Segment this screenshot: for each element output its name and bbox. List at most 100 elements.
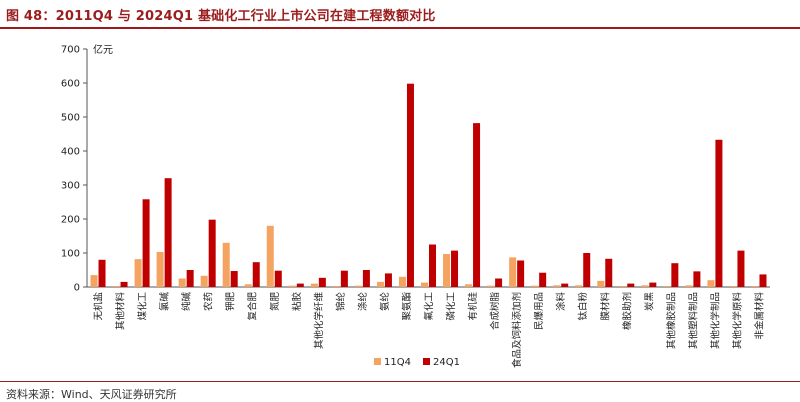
y-tick-label: 300 <box>61 181 80 192</box>
bar-24q1 <box>142 199 150 287</box>
category-label: 氮肥 <box>269 292 281 312</box>
bar-11q4 <box>222 242 230 287</box>
bar-11q4 <box>90 275 98 287</box>
bar-24q1 <box>715 139 723 287</box>
bar-11q4 <box>751 285 759 287</box>
legend-label-11q4: 11Q4 <box>384 357 411 368</box>
bar-11q4 <box>553 285 561 287</box>
category-label: 炭黑 <box>644 292 655 312</box>
legend-label-24q1: 24Q1 <box>433 357 460 368</box>
bar-24q1 <box>583 253 591 287</box>
bar-24q1 <box>671 263 679 287</box>
legend-swatch-24q1 <box>423 358 430 365</box>
category-label: 氯碱 <box>159 292 171 312</box>
bar-24q1 <box>340 270 348 287</box>
y-unit-label: 亿元 <box>93 43 113 56</box>
figure-title: 图 48：2011Q4 与 2024Q1 基础化工行业上市公司在建工程数额对比 <box>6 9 436 24</box>
bar-24q1 <box>759 274 767 287</box>
bar-24q1 <box>429 244 436 287</box>
bar-11q4 <box>641 285 649 287</box>
category-label: 锦纶 <box>335 292 347 312</box>
category-label: 其他材料 <box>115 292 127 331</box>
bar-11q4 <box>663 285 671 287</box>
bar-11q4 <box>354 285 362 287</box>
y-tick-label: 0 <box>74 283 80 294</box>
category-label: 无机盐 <box>93 292 105 321</box>
y-tick-label: 700 <box>61 45 80 56</box>
bar-11q4 <box>134 259 142 287</box>
bar-11q4 <box>531 285 539 287</box>
category-label: 涤纶 <box>357 292 369 312</box>
bar-11q4 <box>310 283 318 287</box>
y-tick-label: 200 <box>61 215 80 226</box>
legend-swatch-11q4 <box>374 358 381 365</box>
bar-24q1 <box>120 281 128 287</box>
category-label: 煤化工 <box>137 292 149 321</box>
y-tick-label: 100 <box>61 249 80 260</box>
y-tick-label: 600 <box>61 79 80 90</box>
bar-11q4 <box>443 254 451 287</box>
bar-24q1 <box>296 283 304 287</box>
bar-11q4 <box>332 285 340 287</box>
category-label: 其他橡胶制品 <box>665 292 677 349</box>
category-label: 粘胶 <box>291 292 303 312</box>
category-label: 民爆用品 <box>533 292 545 330</box>
bar-11q4 <box>707 280 715 287</box>
category-label: 磷化工 <box>445 292 457 321</box>
bar-24q1 <box>451 250 459 287</box>
bar-11q4 <box>288 285 296 287</box>
bar-24q1 <box>649 282 657 287</box>
bar-24q1 <box>473 123 481 288</box>
bar-24q1 <box>318 277 326 287</box>
category-label: 钛白粉 <box>577 292 589 321</box>
bar-24q1 <box>384 273 392 287</box>
bar-11q4 <box>178 278 186 287</box>
category-label: 橡胶助剂 <box>621 292 633 330</box>
bar-24q1 <box>693 271 701 287</box>
bar-24q1 <box>539 272 547 287</box>
bar-11q4 <box>597 280 605 287</box>
category-label: 氨纶 <box>379 292 391 312</box>
title-rule <box>0 27 800 29</box>
y-tick-label: 500 <box>61 113 80 124</box>
bar-24q1 <box>495 278 503 287</box>
category-label: 有机硅 <box>467 292 479 321</box>
bar-24q1 <box>406 83 414 288</box>
bar-11q4 <box>421 282 428 287</box>
bar-11q4 <box>685 285 693 287</box>
category-label: 食品及饲料添加剂 <box>511 292 523 368</box>
bar-11q4 <box>465 284 473 287</box>
category-label: 其他化学制品 <box>709 292 721 349</box>
bar-24q1 <box>274 270 282 287</box>
bar-24q1 <box>561 283 569 287</box>
bar-11q4 <box>509 257 517 287</box>
bar-11q4 <box>729 285 737 287</box>
bar-24q1 <box>517 260 525 287</box>
bar-11q4 <box>156 251 164 287</box>
category-label: 其他化学纤维 <box>313 292 325 350</box>
bar-24q1 <box>208 219 216 287</box>
category-label: 其他塑料制品 <box>687 292 699 349</box>
category-label: 膜材料 <box>599 292 611 321</box>
bar-11q4 <box>244 284 252 287</box>
category-label: 钾肥 <box>225 292 237 312</box>
bar-24q1 <box>164 178 172 287</box>
category-label: 合成树脂 <box>489 292 501 331</box>
bar-11q4 <box>398 276 406 287</box>
bar-11q4 <box>575 285 583 287</box>
bar-24q1 <box>230 271 238 287</box>
category-label: 氟化工 <box>423 292 435 321</box>
bar-24q1 <box>252 262 260 287</box>
chart-legend: 11Q4 24Q1 <box>374 357 460 368</box>
footer-rule <box>0 381 800 382</box>
category-label: 纯碱 <box>181 292 193 312</box>
bar-11q4 <box>112 285 120 287</box>
y-tick-label: 400 <box>61 147 80 158</box>
category-labels: 无机盐 其他材料 煤化工 氯碱 纯碱 农药 钾肥 复合肥 氮肥 粘胶 其他化学纤维 锦纶 涤纶 氨纶 聚氨酯… <box>93 292 766 369</box>
category-label: 农药 <box>203 292 215 311</box>
category-label: 其他化学原料 <box>731 292 743 350</box>
bar-11q4 <box>376 281 384 287</box>
bar-24q1 <box>737 250 745 287</box>
bar-11q4 <box>266 225 274 287</box>
